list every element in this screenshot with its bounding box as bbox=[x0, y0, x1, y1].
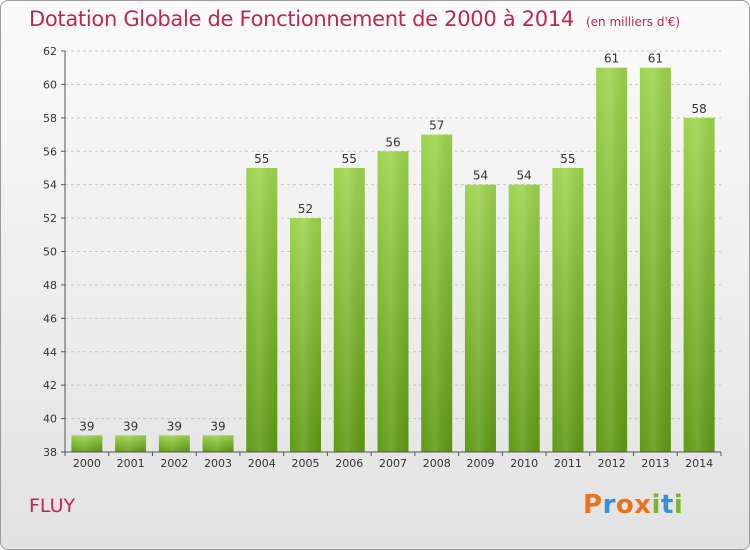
bar-value-label: 55 bbox=[342, 152, 357, 166]
bar-shine-2003 bbox=[202, 435, 234, 452]
commune-name: FLUY bbox=[29, 495, 76, 517]
bar-value-label: 58 bbox=[691, 102, 706, 116]
bar-shine-2012 bbox=[596, 67, 628, 452]
logo-letter: r bbox=[602, 490, 616, 520]
bar-shine-2010 bbox=[508, 184, 540, 452]
bar-shine-2013 bbox=[639, 67, 671, 452]
y-tick-label: 48 bbox=[43, 279, 57, 292]
bar-shine-2009 bbox=[464, 184, 496, 452]
x-tick-label: 2003 bbox=[204, 457, 232, 470]
logo-letter: t bbox=[660, 490, 674, 520]
bar-shine-2001 bbox=[115, 435, 147, 452]
y-tick-label: 42 bbox=[43, 379, 57, 392]
bar-value-label: 39 bbox=[123, 419, 138, 433]
bar-value-label: 61 bbox=[604, 52, 619, 66]
x-tick-label: 2002 bbox=[160, 457, 188, 470]
bar-value-label: 56 bbox=[385, 135, 400, 149]
logo-letter: i bbox=[673, 490, 684, 520]
y-tick-label: 46 bbox=[43, 312, 57, 325]
x-tick-label: 2012 bbox=[598, 457, 626, 470]
logo-letter: P bbox=[583, 490, 603, 520]
logo-letter: i bbox=[651, 490, 661, 520]
y-tick-label: 62 bbox=[43, 45, 57, 58]
x-tick-label: 2011 bbox=[554, 457, 582, 470]
y-tick-label: 40 bbox=[43, 413, 57, 426]
y-tick-label: 56 bbox=[43, 145, 57, 158]
y-tick-label: 58 bbox=[43, 112, 57, 125]
y-tick-label: 44 bbox=[43, 346, 57, 359]
x-tick-label: 2006 bbox=[335, 457, 363, 470]
x-tick-label: 2013 bbox=[641, 457, 669, 470]
bar-value-label: 55 bbox=[560, 152, 575, 166]
x-tick-label: 2004 bbox=[248, 457, 276, 470]
unit-note: (en milliers d'€) bbox=[585, 15, 681, 29]
bar-shine-2006 bbox=[333, 167, 365, 453]
x-tick-label: 2005 bbox=[292, 457, 320, 470]
x-tick-label: 2001 bbox=[117, 457, 145, 470]
bar-value-label: 61 bbox=[648, 52, 663, 66]
bar-value-label: 39 bbox=[79, 419, 94, 433]
bar-value-label: 39 bbox=[167, 419, 182, 433]
proxiti-logo[interactable]: Proxiti bbox=[583, 490, 683, 520]
bar-shine-2005 bbox=[290, 218, 322, 452]
bar-shine-2008 bbox=[421, 134, 453, 452]
bar-value-label: 52 bbox=[298, 202, 313, 216]
bar-value-label: 54 bbox=[473, 169, 488, 183]
bar-value-label: 54 bbox=[517, 169, 532, 183]
chart-title: Dotation Globale de Fonctionnement de 20… bbox=[29, 7, 680, 31]
x-tick-label: 2014 bbox=[685, 457, 713, 470]
x-tick-label: 2007 bbox=[379, 457, 407, 470]
bar-value-label: 57 bbox=[429, 119, 444, 133]
y-tick-label: 38 bbox=[43, 446, 57, 459]
x-tick-label: 2000 bbox=[73, 457, 101, 470]
chart-title-text: Dotation Globale de Fonctionnement de 20… bbox=[29, 7, 574, 31]
x-tick-label: 2009 bbox=[466, 457, 494, 470]
bar-shine-2011 bbox=[552, 167, 584, 453]
x-tick-label: 2008 bbox=[423, 457, 451, 470]
logo-letter: x bbox=[634, 490, 652, 520]
bar-shine-2002 bbox=[158, 435, 190, 452]
bar-shine-2004 bbox=[246, 167, 278, 453]
y-tick-label: 60 bbox=[43, 78, 57, 91]
y-tick-label: 54 bbox=[43, 179, 57, 192]
bar-value-label: 39 bbox=[210, 419, 225, 433]
bar-shine-2000 bbox=[71, 435, 103, 452]
x-tick-label: 2010 bbox=[510, 457, 538, 470]
logo-letter: o bbox=[615, 490, 635, 520]
bar-shine-2014 bbox=[683, 117, 715, 452]
y-tick-label: 52 bbox=[43, 212, 57, 225]
y-tick-label: 50 bbox=[43, 246, 57, 259]
bar-shine-2007 bbox=[377, 151, 409, 452]
bar-value-label: 55 bbox=[254, 152, 269, 166]
